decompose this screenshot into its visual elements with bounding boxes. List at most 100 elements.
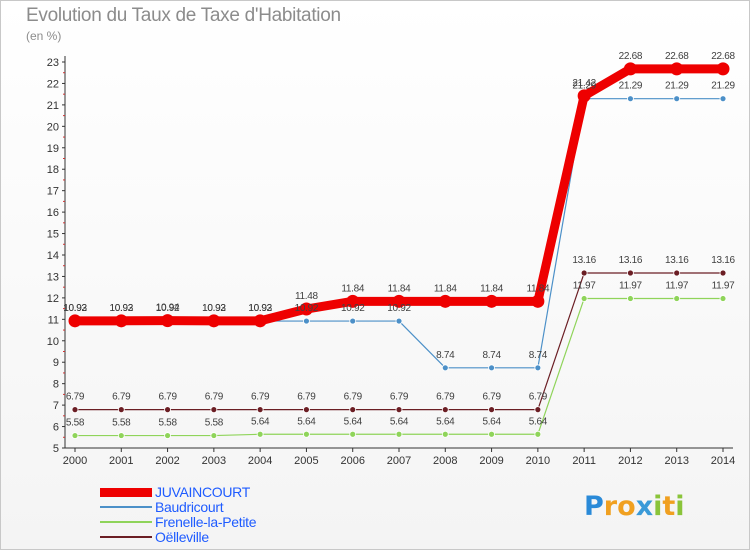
data-label: 22.68 bbox=[619, 51, 643, 62]
x-tick-label: 2007 bbox=[387, 455, 411, 467]
data-label: 10.92 bbox=[156, 303, 180, 314]
data-point bbox=[577, 89, 591, 103]
data-label: 10.93 bbox=[110, 303, 134, 314]
y-tick-label: 6 bbox=[53, 422, 59, 434]
x-tick-label: 2003 bbox=[202, 455, 226, 467]
data-point bbox=[114, 314, 128, 328]
data-point bbox=[531, 294, 545, 308]
data-label: 5.58 bbox=[205, 418, 224, 429]
data-label: 21.29 bbox=[572, 81, 596, 92]
y-tick-label: 19 bbox=[47, 143, 59, 155]
data-point bbox=[627, 269, 634, 277]
proxiti-logo: Proxiti bbox=[584, 491, 685, 522]
data-point bbox=[627, 95, 634, 103]
x-tick-label: 2008 bbox=[433, 455, 457, 467]
data-point bbox=[210, 406, 218, 414]
data-point bbox=[71, 406, 79, 414]
data-label: 5.58 bbox=[66, 418, 85, 429]
x-tick-label: 2000 bbox=[63, 455, 87, 467]
data-point bbox=[534, 430, 542, 438]
data-point bbox=[349, 406, 357, 414]
data-label: 10.92 bbox=[63, 303, 87, 314]
y-tick-label: 7 bbox=[53, 400, 59, 412]
x-tick-label: 2001 bbox=[109, 455, 133, 467]
data-label: 21.29 bbox=[711, 81, 735, 92]
data-point bbox=[299, 302, 313, 316]
legend-label: JUVAINCOURT bbox=[155, 484, 250, 500]
data-label: 11.97 bbox=[573, 281, 597, 292]
data-label: 10.92 bbox=[295, 303, 319, 314]
legend-label: Frenelle-la-Petite bbox=[155, 514, 257, 530]
data-point bbox=[441, 430, 449, 438]
data-label: 11.84 bbox=[434, 283, 458, 294]
data-label: 11.84 bbox=[388, 283, 412, 294]
data-label: 11.48 bbox=[295, 291, 319, 302]
y-tick-label: 12 bbox=[47, 293, 59, 305]
data-label: 6.79 bbox=[205, 392, 224, 403]
data-label: 5.64 bbox=[297, 416, 316, 427]
data-point bbox=[256, 430, 264, 438]
data-point bbox=[303, 406, 310, 414]
data-label: 5.58 bbox=[158, 418, 177, 429]
data-point bbox=[488, 364, 495, 372]
legend-swatch bbox=[100, 506, 152, 508]
data-point bbox=[256, 406, 264, 414]
data-point bbox=[580, 269, 588, 277]
data-label: 11.97 bbox=[619, 281, 643, 292]
x-tick-label: 2013 bbox=[664, 455, 688, 467]
data-point bbox=[580, 295, 588, 302]
data-point bbox=[349, 317, 357, 325]
x-tick-label: 2010 bbox=[526, 455, 550, 467]
data-point bbox=[346, 294, 360, 308]
data-point bbox=[673, 295, 681, 302]
data-point bbox=[253, 314, 267, 328]
data-point bbox=[210, 432, 218, 439]
data-label: 22.68 bbox=[711, 51, 735, 62]
data-point bbox=[392, 294, 406, 308]
y-tick-label: 13 bbox=[47, 271, 59, 283]
data-label: 10.93 bbox=[248, 303, 272, 314]
data-point bbox=[441, 406, 449, 414]
data-point bbox=[670, 62, 684, 76]
data-point bbox=[719, 95, 727, 103]
data-label: 10.93 bbox=[202, 303, 226, 314]
y-tick-label: 11 bbox=[48, 314, 59, 326]
data-label: 10.93 bbox=[63, 303, 87, 314]
legend-swatch bbox=[100, 536, 152, 538]
legend-label: Baudricourt bbox=[155, 499, 224, 515]
data-label: 8.74 bbox=[529, 350, 548, 361]
data-point bbox=[349, 430, 357, 438]
data-label: 10.92 bbox=[248, 303, 272, 314]
data-point bbox=[68, 314, 82, 328]
y-tick-label: 9 bbox=[53, 357, 59, 369]
data-point bbox=[117, 406, 125, 414]
series-line-1 bbox=[74, 98, 724, 369]
x-tick-label: 2012 bbox=[618, 455, 642, 467]
data-point bbox=[673, 95, 681, 103]
data-point bbox=[623, 62, 637, 76]
x-tick-label: 2004 bbox=[248, 455, 272, 467]
data-label: 22.68 bbox=[665, 51, 689, 62]
data-point bbox=[441, 364, 449, 372]
data-label: 10.94 bbox=[156, 303, 180, 314]
data-point bbox=[303, 317, 310, 325]
y-tick-label: 16 bbox=[47, 207, 59, 219]
y-tick-label: 14 bbox=[47, 250, 59, 262]
data-point bbox=[534, 364, 542, 372]
data-point bbox=[164, 432, 171, 439]
data-label: 8.74 bbox=[482, 350, 501, 361]
data-label: 10.92 bbox=[341, 303, 365, 314]
data-label: 5.64 bbox=[344, 416, 363, 427]
data-label: 11.84 bbox=[526, 283, 550, 294]
data-point bbox=[207, 314, 221, 328]
chart-subtitle: (en %) bbox=[26, 29, 62, 43]
y-tick-label: 8 bbox=[53, 379, 59, 391]
x-tick-label: 2014 bbox=[711, 455, 735, 467]
data-label: 8.74 bbox=[436, 350, 455, 361]
data-label: 6.79 bbox=[66, 392, 85, 403]
data-point bbox=[161, 314, 175, 328]
legend-swatch bbox=[100, 521, 152, 523]
data-label: 6.79 bbox=[112, 392, 131, 403]
y-tick-label: 15 bbox=[47, 229, 59, 241]
